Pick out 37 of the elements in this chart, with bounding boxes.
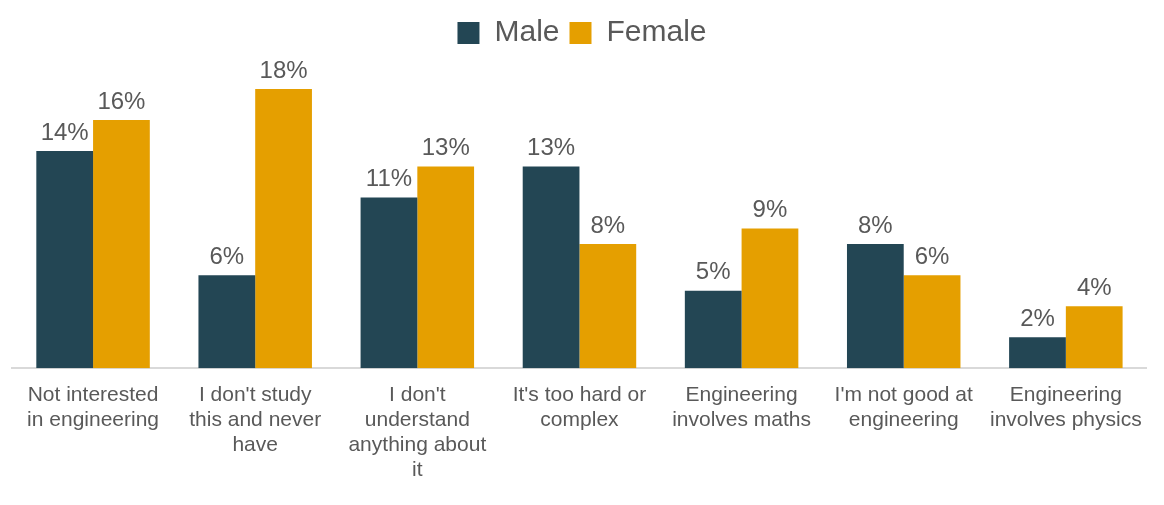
bar bbox=[1009, 337, 1066, 369]
bar bbox=[846, 244, 904, 369]
legend-label: Female bbox=[606, 14, 707, 48]
bar bbox=[360, 197, 418, 369]
data-label: 16% bbox=[97, 86, 146, 114]
bar bbox=[903, 275, 961, 369]
x-tick-label: Engineering involves physics bbox=[989, 381, 1142, 430]
bar bbox=[198, 275, 256, 369]
data-label: 13% bbox=[421, 133, 470, 161]
data-label: 6% bbox=[914, 241, 950, 269]
data-label: 14% bbox=[40, 117, 89, 145]
data-label: 9% bbox=[752, 195, 788, 223]
bar bbox=[417, 166, 475, 369]
bar bbox=[1065, 306, 1123, 369]
data-label: 8% bbox=[590, 210, 626, 238]
data-label: 2% bbox=[1020, 303, 1055, 331]
bar bbox=[255, 89, 312, 369]
data-label: 13% bbox=[527, 133, 576, 161]
data-label: 6% bbox=[209, 241, 245, 269]
legend-label: Male bbox=[494, 14, 560, 48]
data-label: 18% bbox=[259, 55, 308, 83]
x-tick-label: I don't study this and never have bbox=[189, 381, 322, 455]
x-tick-label: I'm not good at engineering bbox=[834, 381, 974, 430]
bar bbox=[36, 151, 94, 369]
bar bbox=[93, 120, 150, 369]
data-label: 8% bbox=[858, 210, 893, 238]
x-tick-label: It's too hard or complex bbox=[512, 381, 647, 430]
bar bbox=[684, 290, 742, 369]
data-label: 11% bbox=[365, 164, 413, 192]
x-tick-label: Engineering involves maths bbox=[672, 381, 812, 430]
x-tick-label: I don't understand anything about it bbox=[348, 381, 487, 481]
x-tick-label: Not interested in engineering bbox=[27, 381, 160, 430]
bar bbox=[741, 228, 799, 369]
data-label: 5% bbox=[695, 257, 731, 285]
bar bbox=[522, 166, 580, 369]
data-label: 4% bbox=[1076, 272, 1112, 300]
bar bbox=[579, 244, 637, 369]
